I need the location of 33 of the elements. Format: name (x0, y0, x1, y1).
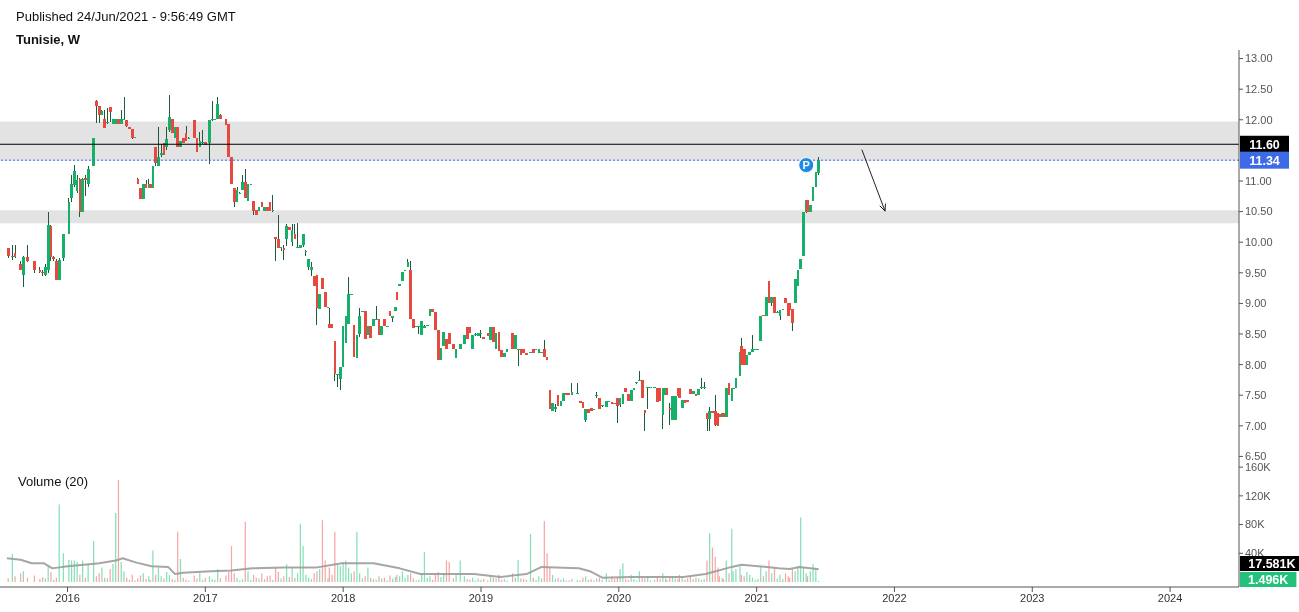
y-tick-label: 160K (1245, 461, 1272, 474)
text: Published 24/Jun/2021 - 9:56:49 GMT (16, 9, 236, 24)
chart-title: Tunisie, W (16, 32, 81, 47)
x-tick-label: 2017 (193, 591, 218, 604)
y-tick-label: 13.00 (1245, 52, 1273, 65)
y-tick-label: 120K (1245, 489, 1272, 502)
ref-line-label: 11.34 (1249, 153, 1280, 168)
x-tick-label: 2023 (1020, 591, 1045, 604)
text: 17.581K (1248, 557, 1296, 571)
x-tick-label: 2021 (744, 591, 769, 604)
annotation: P (802, 159, 810, 172)
y-tick-label: 7.50 (1245, 389, 1267, 402)
y-tick-label: 10.00 (1245, 236, 1273, 249)
y-tick-label: 9.50 (1245, 266, 1267, 279)
x-tick-label: 2024 (1157, 591, 1183, 604)
ref-line-label: 11.60 (1249, 137, 1280, 152)
x-tick-label: 2018 (330, 591, 356, 604)
y-tick-label: 12.00 (1245, 113, 1273, 126)
x-tick-label: 2016 (55, 591, 80, 604)
y-tick-label: 12.50 (1245, 83, 1273, 96)
x-tick-label: 2019 (468, 591, 494, 604)
y-tick-label: 8.00 (1245, 358, 1267, 371)
y-tick-label: 80K (1245, 518, 1266, 531)
y-tick-label: 9.00 (1245, 297, 1267, 310)
x-tick-label: 2022 (882, 591, 907, 604)
x-tick-label: 2020 (606, 591, 632, 604)
y-tick-label: 7.00 (1245, 419, 1267, 432)
y-tick-label: 6.50 (1245, 450, 1267, 463)
y-tick-label: 11.00 (1245, 174, 1272, 187)
text: 1.496K (1248, 573, 1289, 587)
text: Volume (20) (18, 474, 89, 489)
y-tick-label: 8.50 (1245, 327, 1267, 340)
y-tick-label: 10.50 (1245, 205, 1273, 218)
